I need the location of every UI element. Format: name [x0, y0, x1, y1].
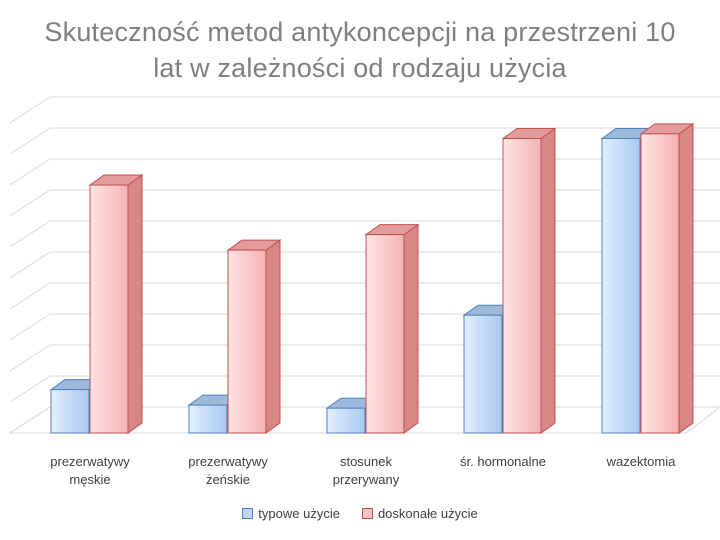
category-label-line: prezerwatywy	[50, 454, 130, 469]
category-label-line: wazektomia	[606, 454, 676, 469]
bar-perfect-1	[226, 239, 282, 434]
bar-perfect-2	[364, 223, 420, 434]
category-label-1: prezerwatywy żeńskie	[188, 454, 268, 487]
bar-front	[463, 314, 503, 434]
gridline-depth-9	[9, 127, 51, 155]
bar-front	[326, 407, 366, 434]
gridline-depth-6	[9, 220, 51, 248]
gridline-depth-2	[9, 344, 51, 372]
category-label-line: przerywany	[333, 472, 400, 487]
bar-side	[678, 122, 694, 434]
gridline-depth-1	[9, 375, 51, 403]
legend-swatch-perfect	[361, 508, 373, 519]
chart-legend: typowe użycie doskonałe użycie	[0, 506, 720, 521]
bar-front	[227, 249, 267, 434]
bar-side	[540, 127, 556, 434]
bar-front	[502, 138, 542, 434]
legend-label-perfect: doskonałe użycie	[377, 506, 478, 521]
chart-title-line-1: Skuteczność metod antykoncepcji na przes…	[44, 17, 676, 47]
bar-side	[403, 223, 419, 434]
category-label-line: śr. hormonalne	[460, 454, 546, 469]
bar-front	[89, 184, 129, 434]
category-label-line: męskie	[69, 472, 110, 487]
bar-front	[601, 138, 641, 434]
gridline-depth-10	[9, 96, 51, 124]
category-label-line: prezerwatywy	[188, 454, 268, 469]
bar-front	[640, 133, 680, 434]
chart-title-line-2: lat w zależności od rodzaju użycia	[153, 53, 567, 83]
bar-perfect-3	[501, 127, 557, 434]
category-label-4: wazektomia	[606, 454, 676, 469]
category-label-3: śr. hormonalne	[460, 454, 546, 469]
gridline-depth-4	[9, 282, 51, 310]
gridline-depth-5	[9, 251, 51, 279]
bar-perfect-0	[88, 174, 144, 434]
bar-chart: prezerwatywy męskie prezerwatywy żeńskie sto…	[8, 96, 720, 487]
bar-front	[365, 234, 405, 434]
bar-side	[127, 174, 143, 434]
category-label-2: stosunek przerywany	[333, 454, 400, 487]
bar-perfect-4	[639, 122, 695, 434]
legend-label-typical: typowe użycie	[258, 506, 340, 521]
legend-swatch-typical	[242, 508, 254, 519]
gridline-depth-7	[9, 189, 51, 217]
gridline-depth-3	[9, 313, 51, 341]
category-label-line: żeńskie	[206, 472, 250, 487]
bar-front	[50, 389, 90, 434]
bar-side	[265, 239, 281, 434]
category-label-line: stosunek	[340, 454, 393, 469]
legend-item-typical: typowe użycie	[242, 506, 340, 521]
bar-front	[188, 404, 228, 434]
category-label-0: prezerwatywy męskie	[50, 454, 130, 487]
chart-floor	[8, 406, 720, 434]
legend-item-perfect: doskonałe użycie	[361, 506, 478, 521]
gridline-depth-8	[9, 158, 51, 186]
chart-title: Skuteczność metod antykoncepcji na przes…	[0, 14, 720, 86]
